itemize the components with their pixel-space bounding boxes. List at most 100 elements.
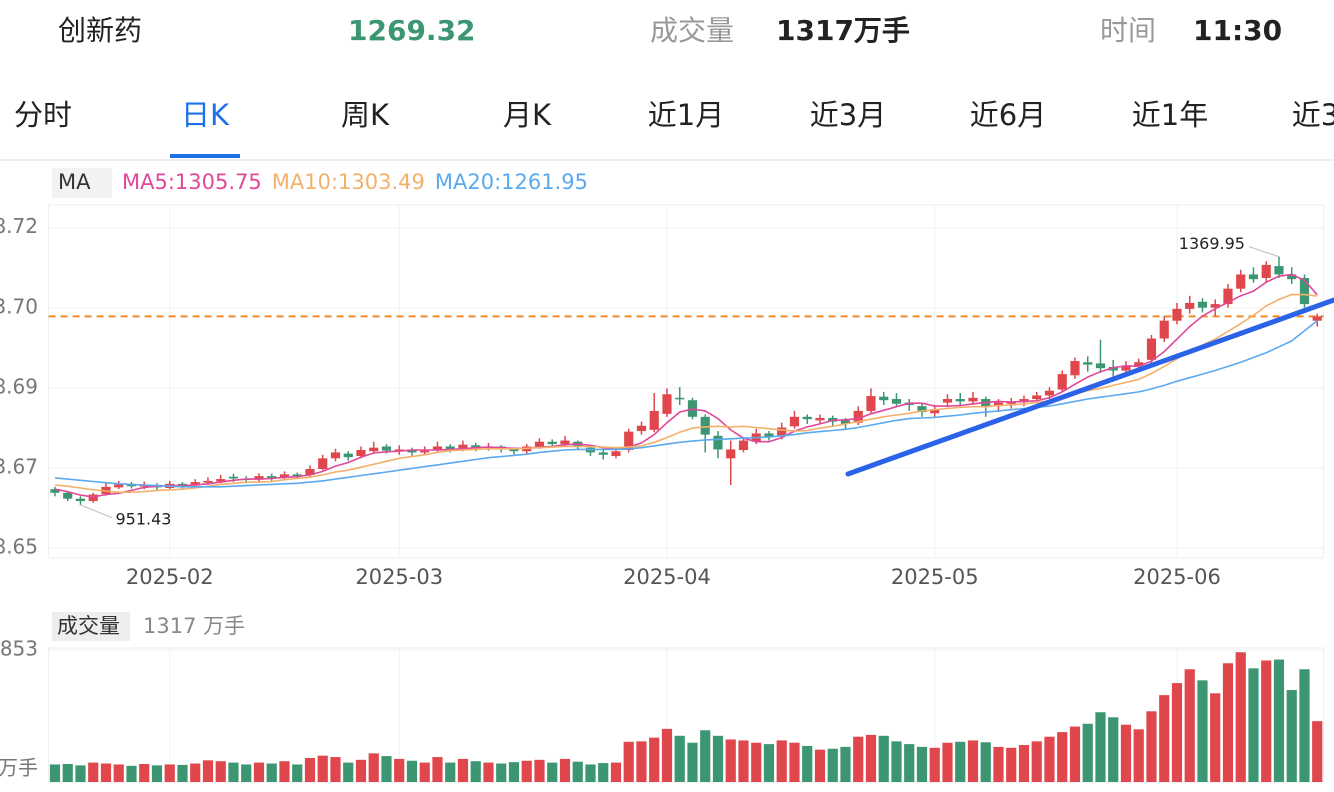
volume-bar [445,762,456,782]
volume-bar [1248,668,1259,782]
candle-body [1185,302,1195,309]
volume-bar [521,760,532,782]
volume-bar [661,728,673,782]
candle-body [445,446,455,449]
volume-bar [457,758,469,782]
volume-bar [304,757,316,782]
volume-title: 成交量 [57,614,120,638]
candle-body [509,449,519,452]
header: 创新药 1269.32 成交量 1317万手 时间 11:30 [58,14,1282,47]
candle-body [789,416,800,427]
candle-body [1312,316,1322,321]
volume-bar [151,765,163,782]
tab[interactable]: 近1月 [648,98,724,132]
volume-bar [827,748,838,782]
candle-body [891,399,902,404]
candle-body [636,425,647,432]
tab[interactable]: 近3年 [1292,98,1334,132]
volume-bar [929,747,940,782]
y-tick-label: 1283.70 [0,294,38,318]
volume-subtitle: 1317 万手 [143,614,245,638]
volume-bar [62,763,73,782]
tab[interactable]: 月K [503,98,552,132]
volume-bar [253,762,265,782]
volume: 1317万手 [776,14,910,47]
legend-entry: MA10:1303.49 [272,170,425,194]
candle-body [649,410,659,430]
candle-body [955,399,965,402]
candle-body [1299,278,1310,305]
volume-bar [1069,726,1081,782]
volume-bar [993,746,1004,782]
tab[interactable]: 日K [181,98,230,132]
volume-bar [330,757,341,782]
volume-bar [1222,663,1234,782]
volume-bar [508,762,520,782]
volume-bar [623,741,634,782]
candle-body [88,494,98,502]
volume-bar [1210,693,1221,782]
candle-body [318,458,328,470]
volume-bar [1095,712,1106,782]
candle-body [1108,366,1118,371]
candle-body [624,431,634,451]
volume-bar [279,761,290,782]
volume-bar [674,735,685,782]
candle-body [1095,363,1106,369]
volume-bar [840,746,851,782]
volume-bar [1133,729,1144,782]
candle-body [840,420,851,424]
volume-bar [1273,659,1285,782]
volume-bar [126,765,137,782]
volume-bar [738,740,749,782]
candle-body [254,476,264,480]
candle-body [560,440,570,445]
candle-body [611,451,621,456]
volume-bar [916,746,928,782]
volume-bar [419,762,430,782]
volume-bar [967,740,979,782]
volume-bar [763,744,775,782]
volume-bar [496,763,507,782]
candle-body [1044,390,1055,396]
volume-bar [100,763,112,782]
candle-body [216,479,226,482]
volume-bar [878,735,889,782]
tab[interactable]: 近1年 [1132,98,1208,132]
candle-body [1261,264,1271,278]
legend-entry: MA5:1305.75 [122,170,262,194]
tab[interactable]: 近3月 [810,98,886,132]
volume-bar [241,764,252,782]
volume-bar [343,762,354,782]
candle-body [675,397,685,400]
candle-body [662,394,672,414]
candle-body [1057,374,1067,390]
ma-label: MA [58,170,91,194]
volume-bar [292,764,303,782]
candle-body [1121,365,1131,371]
volume-bar [636,741,647,782]
user-trend-line [845,297,1334,477]
volume-bar [228,762,239,782]
tab[interactable]: 分时 [14,98,72,132]
legend-entry: MA20:1261.95 [435,170,588,194]
volume-bar [215,761,226,782]
y-tick-label: 1013.67 [0,455,38,479]
tab[interactable]: 周K [341,98,390,132]
candle-body [1236,274,1246,289]
candle-body [279,474,290,478]
candle-body [305,469,315,475]
candle-body [75,498,86,502]
candle-body [930,409,940,414]
tab[interactable]: 近6月 [970,98,1046,132]
volume-bar [980,742,991,782]
volume-bar [177,764,188,782]
volume-bar [942,742,953,782]
max-label: 1369.95 [1179,234,1245,253]
candle-body [777,427,787,436]
price-frame [48,204,1325,559]
x-tick-label: 2025-04 [623,565,711,589]
candle-body [1134,362,1144,366]
